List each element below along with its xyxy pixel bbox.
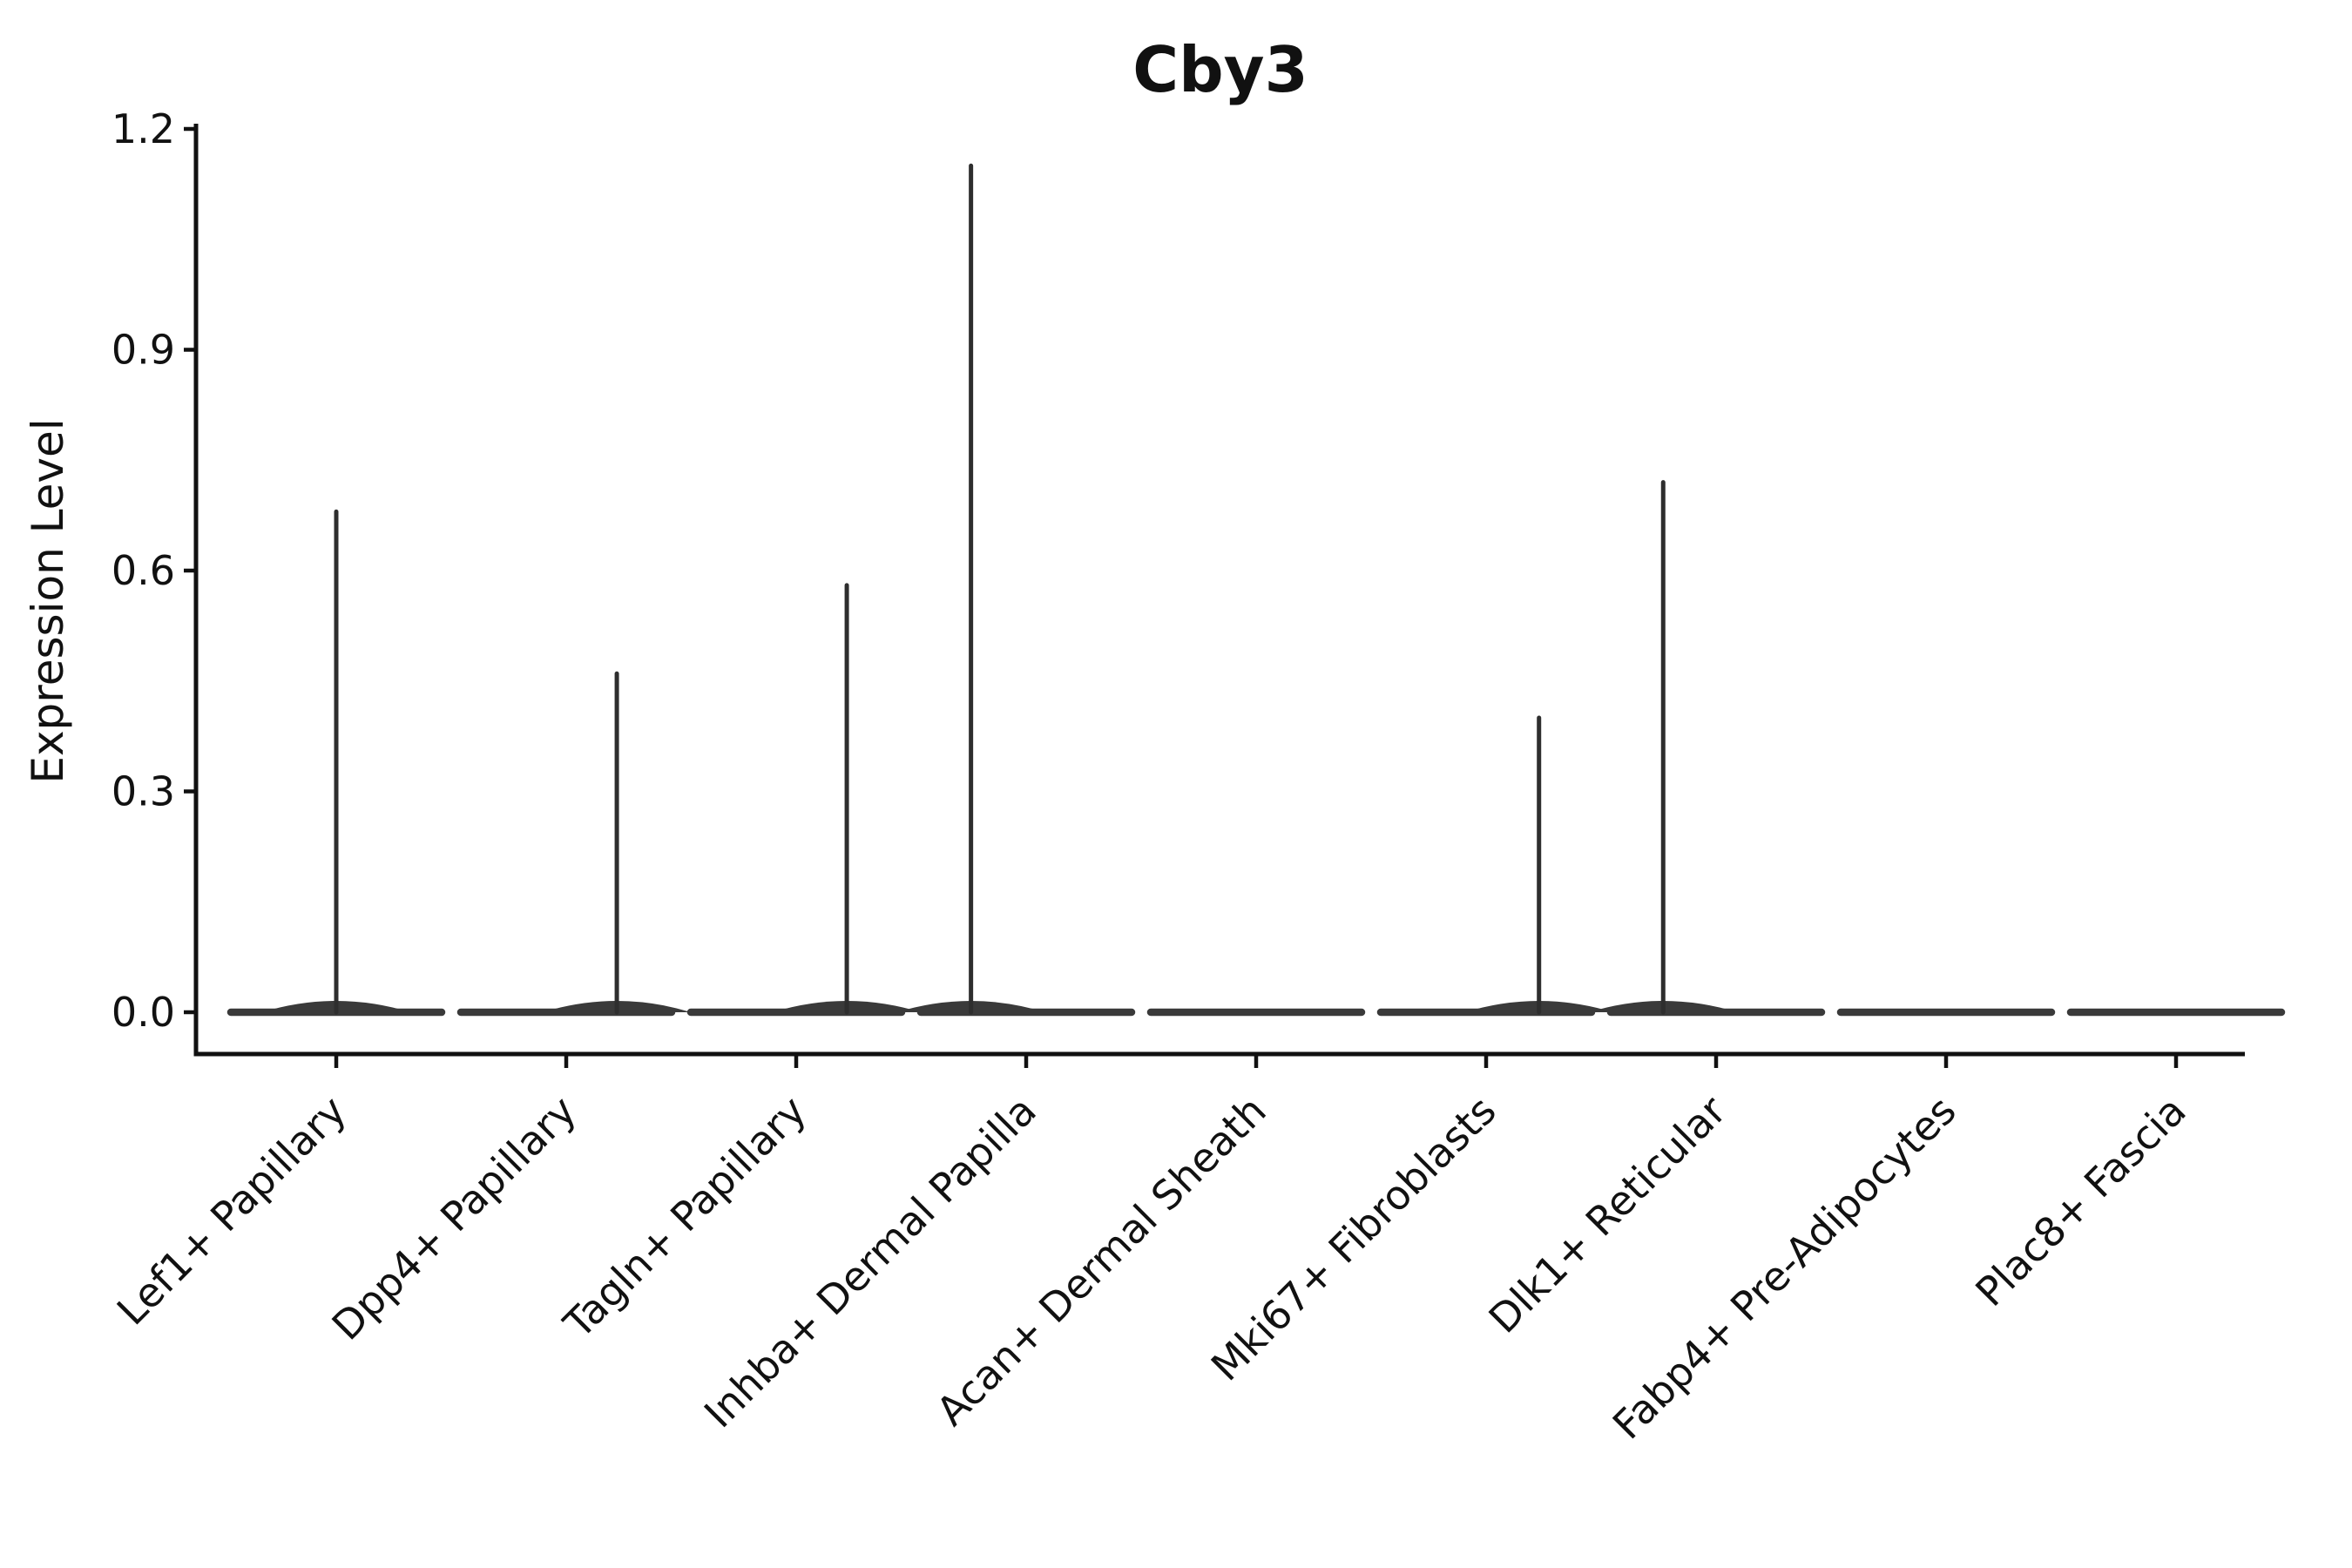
y-tick-label: 0.3 — [112, 768, 175, 815]
x-tick-label: Dpp4+ Papillary — [323, 1087, 585, 1349]
y-tick-label: 0.6 — [112, 547, 175, 594]
x-tick-label: Tagln+ Papillary — [554, 1087, 815, 1348]
x-tick-label: Plac8+ Fascia — [1966, 1087, 2194, 1315]
y-tick-label: 0.0 — [112, 989, 175, 1036]
y-tick-label: 1.2 — [112, 105, 175, 152]
x-tick-label: Lef1+ Papillary — [108, 1087, 355, 1335]
y-tick-label: 0.9 — [112, 327, 175, 374]
x-tick-label: Dlk1+ Reticular — [1480, 1087, 1735, 1342]
chart-title: Cby3 — [1132, 33, 1308, 106]
y-axis-label: Expression Level — [23, 418, 73, 783]
